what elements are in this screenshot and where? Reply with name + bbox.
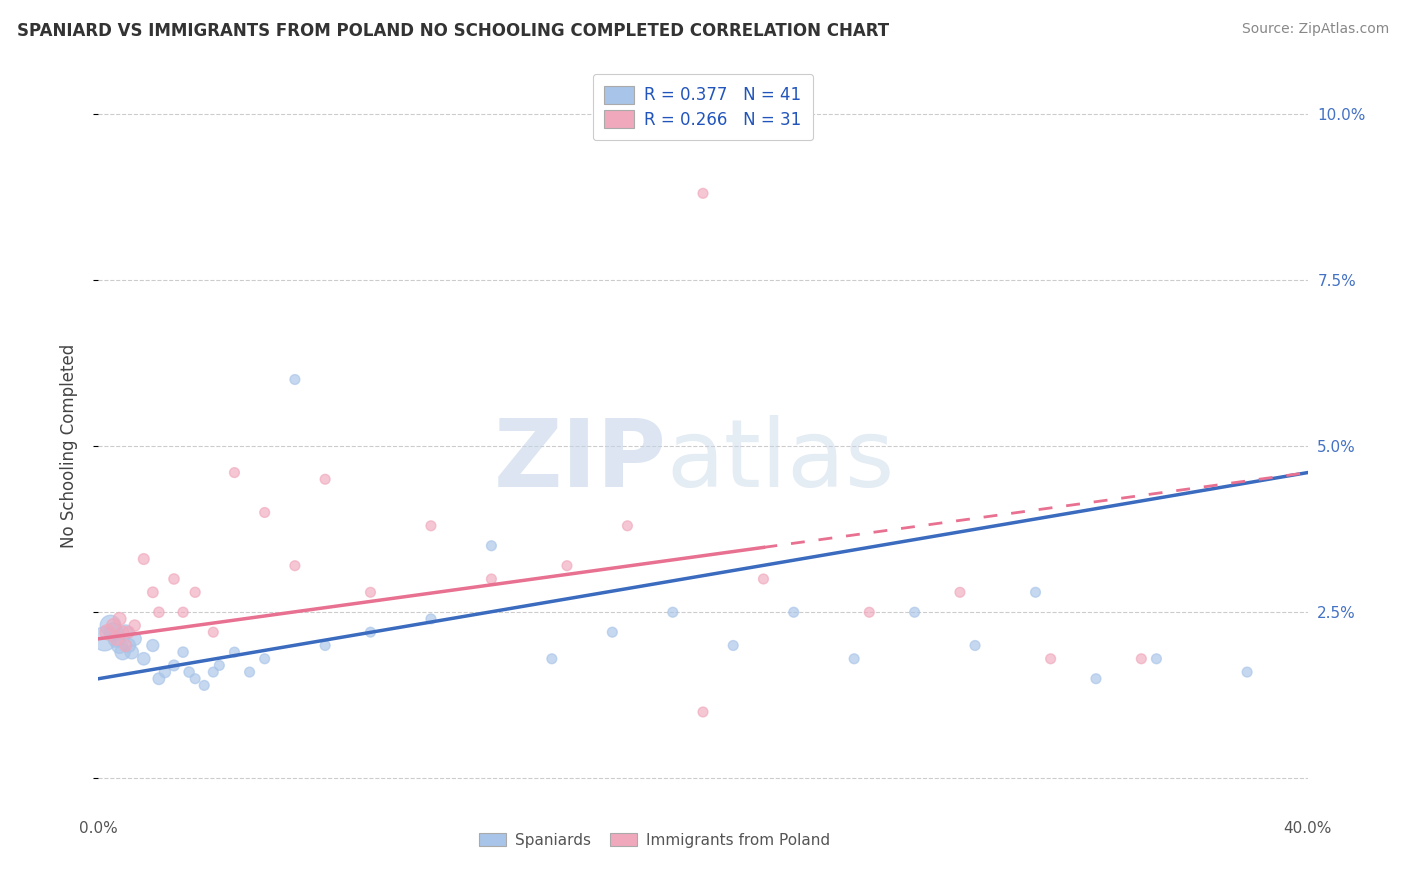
Point — [224, 466, 246, 480]
Point — [949, 585, 972, 599]
Point — [1130, 652, 1153, 666]
Point — [148, 672, 170, 686]
Text: ZIP: ZIP — [494, 415, 666, 507]
Point — [184, 585, 207, 599]
Point — [111, 625, 134, 640]
Point — [783, 605, 806, 619]
Point — [420, 612, 443, 626]
Point — [132, 652, 155, 666]
Point — [111, 645, 134, 659]
Point — [184, 672, 207, 686]
Point — [1085, 672, 1108, 686]
Point — [179, 665, 201, 679]
Point — [96, 625, 118, 640]
Point — [118, 625, 141, 640]
Point — [202, 625, 225, 640]
Point — [602, 625, 624, 640]
Point — [723, 639, 745, 653]
Text: atlas: atlas — [666, 415, 896, 507]
Point — [224, 645, 246, 659]
Point — [314, 472, 336, 486]
Point — [360, 625, 382, 640]
Legend: Spaniards, Immigrants from Poland: Spaniards, Immigrants from Poland — [471, 825, 838, 855]
Point — [253, 652, 276, 666]
Y-axis label: No Schooling Completed: No Schooling Completed — [59, 344, 77, 548]
Point — [124, 618, 146, 632]
Point — [163, 658, 186, 673]
Point — [420, 518, 443, 533]
Point — [148, 605, 170, 619]
Point — [142, 639, 165, 653]
Point — [858, 605, 880, 619]
Point — [253, 506, 276, 520]
Point — [1024, 585, 1046, 599]
Point — [108, 639, 131, 653]
Point — [153, 665, 176, 679]
Point — [239, 665, 262, 679]
Point — [616, 518, 638, 533]
Point — [103, 625, 125, 640]
Point — [661, 605, 683, 619]
Point — [105, 632, 128, 646]
Point — [844, 652, 866, 666]
Text: Source: ZipAtlas.com: Source: ZipAtlas.com — [1241, 22, 1389, 37]
Point — [105, 632, 128, 646]
Point — [481, 539, 503, 553]
Point — [1039, 652, 1062, 666]
Point — [172, 605, 194, 619]
Point — [108, 612, 131, 626]
Point — [555, 558, 578, 573]
Point — [202, 665, 225, 679]
Point — [692, 705, 714, 719]
Point — [1144, 652, 1167, 666]
Point — [284, 558, 307, 573]
Point — [752, 572, 775, 586]
Point — [118, 639, 141, 653]
Point — [965, 639, 987, 653]
Point — [481, 572, 503, 586]
Point — [904, 605, 927, 619]
Point — [114, 625, 136, 640]
Point — [360, 585, 382, 599]
Point — [172, 645, 194, 659]
Point — [114, 639, 136, 653]
Point — [124, 632, 146, 646]
Text: SPANIARD VS IMMIGRANTS FROM POLAND NO SCHOOLING COMPLETED CORRELATION CHART: SPANIARD VS IMMIGRANTS FROM POLAND NO SC… — [17, 22, 889, 40]
Point — [284, 372, 307, 386]
Point — [121, 645, 143, 659]
Point — [314, 639, 336, 653]
Point — [100, 618, 122, 632]
Point — [142, 585, 165, 599]
Point — [193, 678, 215, 692]
Point — [1236, 665, 1258, 679]
Point — [692, 186, 714, 201]
Point — [132, 552, 155, 566]
Point — [540, 652, 562, 666]
Point — [103, 618, 125, 632]
Point — [208, 658, 231, 673]
Point — [93, 632, 115, 646]
Point — [163, 572, 186, 586]
